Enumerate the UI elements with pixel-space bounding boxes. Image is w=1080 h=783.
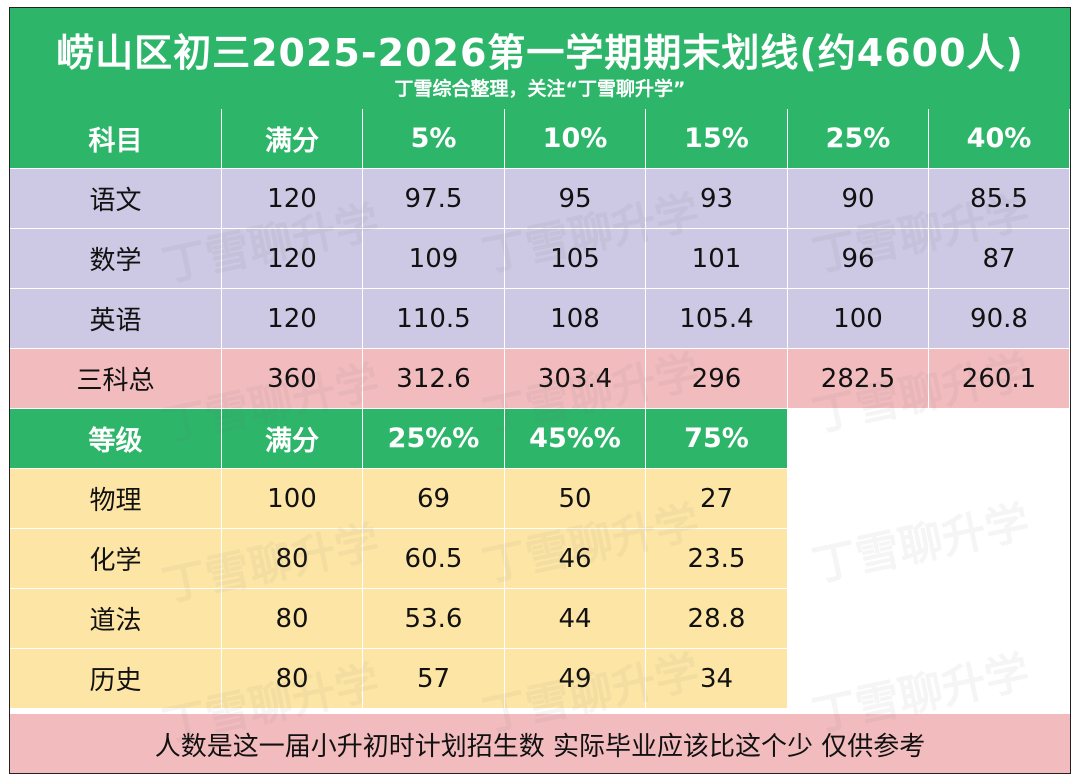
value-cell: 87	[929, 229, 1070, 289]
value-cell: 312.6	[363, 349, 505, 409]
row-label-cell: 等级	[10, 409, 222, 469]
value-cell: 满分	[222, 409, 363, 469]
page-title: 崂山区初三2025-2026第一学期期末划线(约4600人)	[56, 31, 1024, 75]
value-cell: 282.5	[788, 349, 929, 409]
value-cell: 60.5	[363, 529, 505, 589]
value-cell: 50	[505, 469, 646, 529]
score-table-card: 崂山区初三2025-2026第一学期期末划线(约4600人) 丁雪综合整理，关注…	[9, 7, 1071, 774]
value-cell: 120	[222, 229, 363, 289]
value-cell: 90.8	[929, 289, 1070, 349]
row-label-cell: 语文	[10, 169, 222, 229]
title-bar: 崂山区初三2025-2026第一学期期末划线(约4600人) 丁雪综合整理，关注…	[10, 8, 1070, 109]
value-cell: 25%	[788, 109, 929, 169]
row-label-cell: 科目	[10, 109, 222, 169]
value-cell: 45%%	[505, 409, 646, 469]
value-cell: 15%	[646, 109, 788, 169]
value-cell: 360	[222, 349, 363, 409]
value-cell: 25%%	[363, 409, 505, 469]
value-cell: 97.5	[363, 169, 505, 229]
value-cell: 108	[505, 289, 646, 349]
value-cell: 27	[646, 469, 788, 529]
row-label-cell: 三科总	[10, 349, 222, 409]
value-cell: 80	[222, 649, 363, 709]
value-cell: 120	[222, 169, 363, 229]
row-label-cell: 英语	[10, 289, 222, 349]
value-cell: 5%	[363, 109, 505, 169]
value-cell: 96	[788, 229, 929, 289]
row-label-cell: 化学	[10, 529, 222, 589]
value-cell: 93	[646, 169, 788, 229]
footer-note: 人数是这一届小升初时计划招生数 实际毕业应该比这个少 仅供参考	[10, 714, 1070, 773]
value-cell: 303.4	[505, 349, 646, 409]
table-row: 化学 80 60.5 46 23.5	[10, 529, 1070, 589]
value-cell: 69	[363, 469, 505, 529]
table-row: 物理 100 69 50 27	[10, 469, 1070, 529]
value-cell: 49	[505, 649, 646, 709]
table-header-row: 科目 满分 5% 10% 15% 25% 40%	[10, 109, 1070, 169]
value-cell: 46	[505, 529, 646, 589]
value-cell: 296	[646, 349, 788, 409]
value-cell: 10%	[505, 109, 646, 169]
value-cell: 100	[788, 289, 929, 349]
level-header-row: 等级 满分 25%% 45%% 75%	[10, 409, 1070, 469]
value-cell: 110.5	[363, 289, 505, 349]
row-label-cell: 道法	[10, 589, 222, 649]
row-label-cell: 物理	[10, 469, 222, 529]
row-label-cell: 数学	[10, 229, 222, 289]
value-cell: 满分	[222, 109, 363, 169]
value-cell: 100	[222, 469, 363, 529]
table-row: 英语 120 110.5 108 105.4 100 90.8	[10, 289, 1070, 349]
table-row: 语文 120 97.5 95 93 90 85.5	[10, 169, 1070, 229]
table-row: 道法 80 53.6 44 28.8	[10, 589, 1070, 649]
page-subtitle: 丁雪综合整理，关注“丁雪聊升学”	[394, 78, 686, 100]
value-cell: 44	[505, 589, 646, 649]
value-cell: 105	[505, 229, 646, 289]
value-cell: 57	[363, 649, 505, 709]
row-label-cell: 历史	[10, 649, 222, 709]
value-cell: 75%	[646, 409, 788, 469]
value-cell: 40%	[929, 109, 1070, 169]
value-cell: 23.5	[646, 529, 788, 589]
value-cell: 53.6	[363, 589, 505, 649]
value-cell: 109	[363, 229, 505, 289]
value-cell: 80	[222, 529, 363, 589]
value-cell: 90	[788, 169, 929, 229]
table-row: 数学 120 109 105 101 96 87	[10, 229, 1070, 289]
value-cell: 101	[646, 229, 788, 289]
value-cell: 260.1	[929, 349, 1070, 409]
table-row: 三科总 360 312.6 303.4 296 282.5 260.1	[10, 349, 1070, 409]
table-row: 历史 80 57 49 34	[10, 649, 1070, 709]
value-cell: 80	[222, 589, 363, 649]
value-cell: 105.4	[646, 289, 788, 349]
value-cell: 95	[505, 169, 646, 229]
value-cell: 28.8	[646, 589, 788, 649]
value-cell: 34	[646, 649, 788, 709]
value-cell: 120	[222, 289, 363, 349]
value-cell: 85.5	[929, 169, 1070, 229]
